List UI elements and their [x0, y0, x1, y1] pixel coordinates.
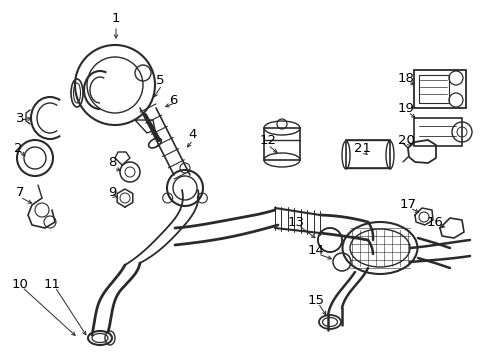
Text: 4: 4: [189, 129, 197, 141]
Text: 10: 10: [12, 279, 28, 292]
Text: 12: 12: [260, 134, 276, 147]
Text: 8: 8: [108, 157, 116, 170]
Text: 6: 6: [169, 94, 177, 107]
Text: 21: 21: [353, 141, 370, 154]
Text: 19: 19: [397, 102, 415, 114]
Text: 17: 17: [399, 198, 416, 211]
Bar: [419, 75, 449, 103]
Text: 2: 2: [14, 141, 22, 154]
Text: 7: 7: [16, 186, 24, 199]
Bar: [346, 140, 390, 168]
Text: 14: 14: [308, 243, 324, 256]
Text: 1: 1: [112, 12, 120, 24]
Text: 5: 5: [156, 73, 164, 86]
Bar: [414, 118, 462, 146]
Text: 20: 20: [397, 134, 415, 147]
Bar: [264, 128, 300, 160]
Text: 3: 3: [16, 112, 24, 125]
Text: 16: 16: [427, 216, 443, 229]
Text: 18: 18: [397, 72, 415, 85]
Text: 9: 9: [108, 185, 116, 198]
Bar: [414, 70, 466, 108]
Text: 11: 11: [44, 279, 60, 292]
Text: 13: 13: [288, 216, 304, 229]
Text: 15: 15: [308, 293, 324, 306]
